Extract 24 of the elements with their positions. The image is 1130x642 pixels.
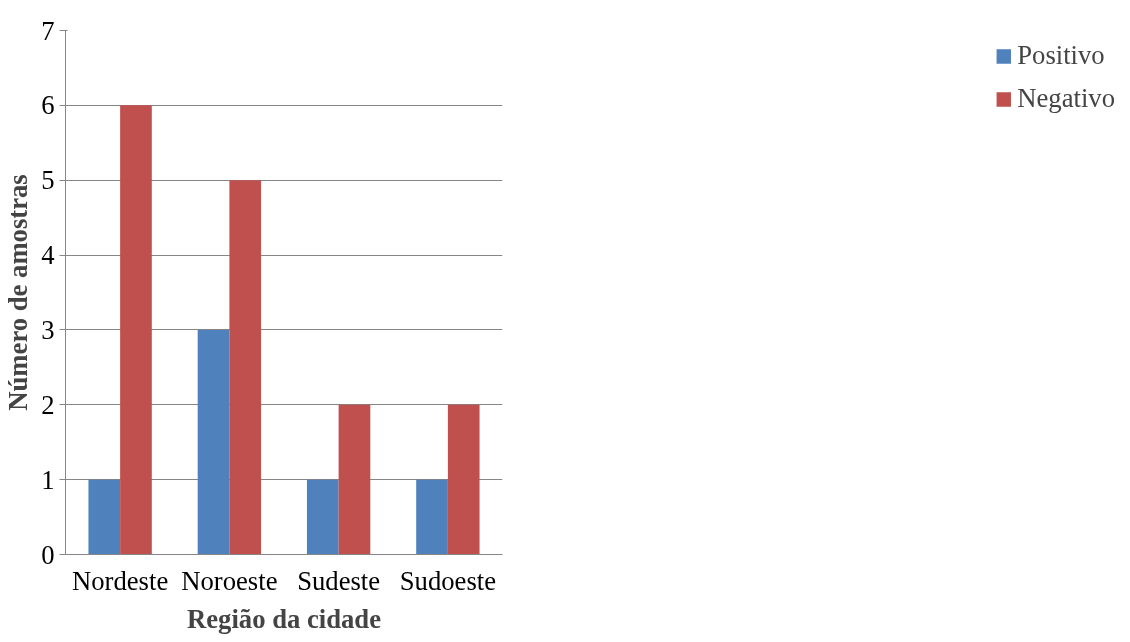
bar	[338, 404, 371, 555]
bar	[88, 479, 121, 555]
bar	[306, 479, 339, 555]
y-tick-label: 1	[41, 464, 55, 495]
y-tick-label: 7	[41, 15, 55, 46]
y-tick-label: 5	[41, 165, 55, 196]
y-tick-label: 6	[41, 90, 55, 121]
legend-label: Positivo	[1017, 40, 1105, 71]
x-axis-title: Região da cidade	[187, 603, 382, 634]
y-tick-label: 0	[41, 539, 55, 570]
x-tick-label: Nordeste	[72, 565, 169, 596]
y-tick-label: 2	[41, 389, 55, 420]
x-tick-label: Noroeste	[181, 565, 278, 596]
x-tick-label: Sudoeste	[399, 565, 497, 596]
x-tick-label: Sudeste	[297, 565, 381, 596]
y-tick-label: 3	[41, 314, 55, 345]
y-tick-label: 4	[41, 240, 55, 271]
bar	[229, 180, 262, 555]
bar	[416, 479, 448, 555]
y-axis-title: Número de amostras	[3, 174, 34, 411]
bar	[197, 329, 230, 555]
bar	[120, 105, 152, 555]
bar	[447, 404, 480, 555]
legend-label: Negativo	[1017, 83, 1115, 114]
